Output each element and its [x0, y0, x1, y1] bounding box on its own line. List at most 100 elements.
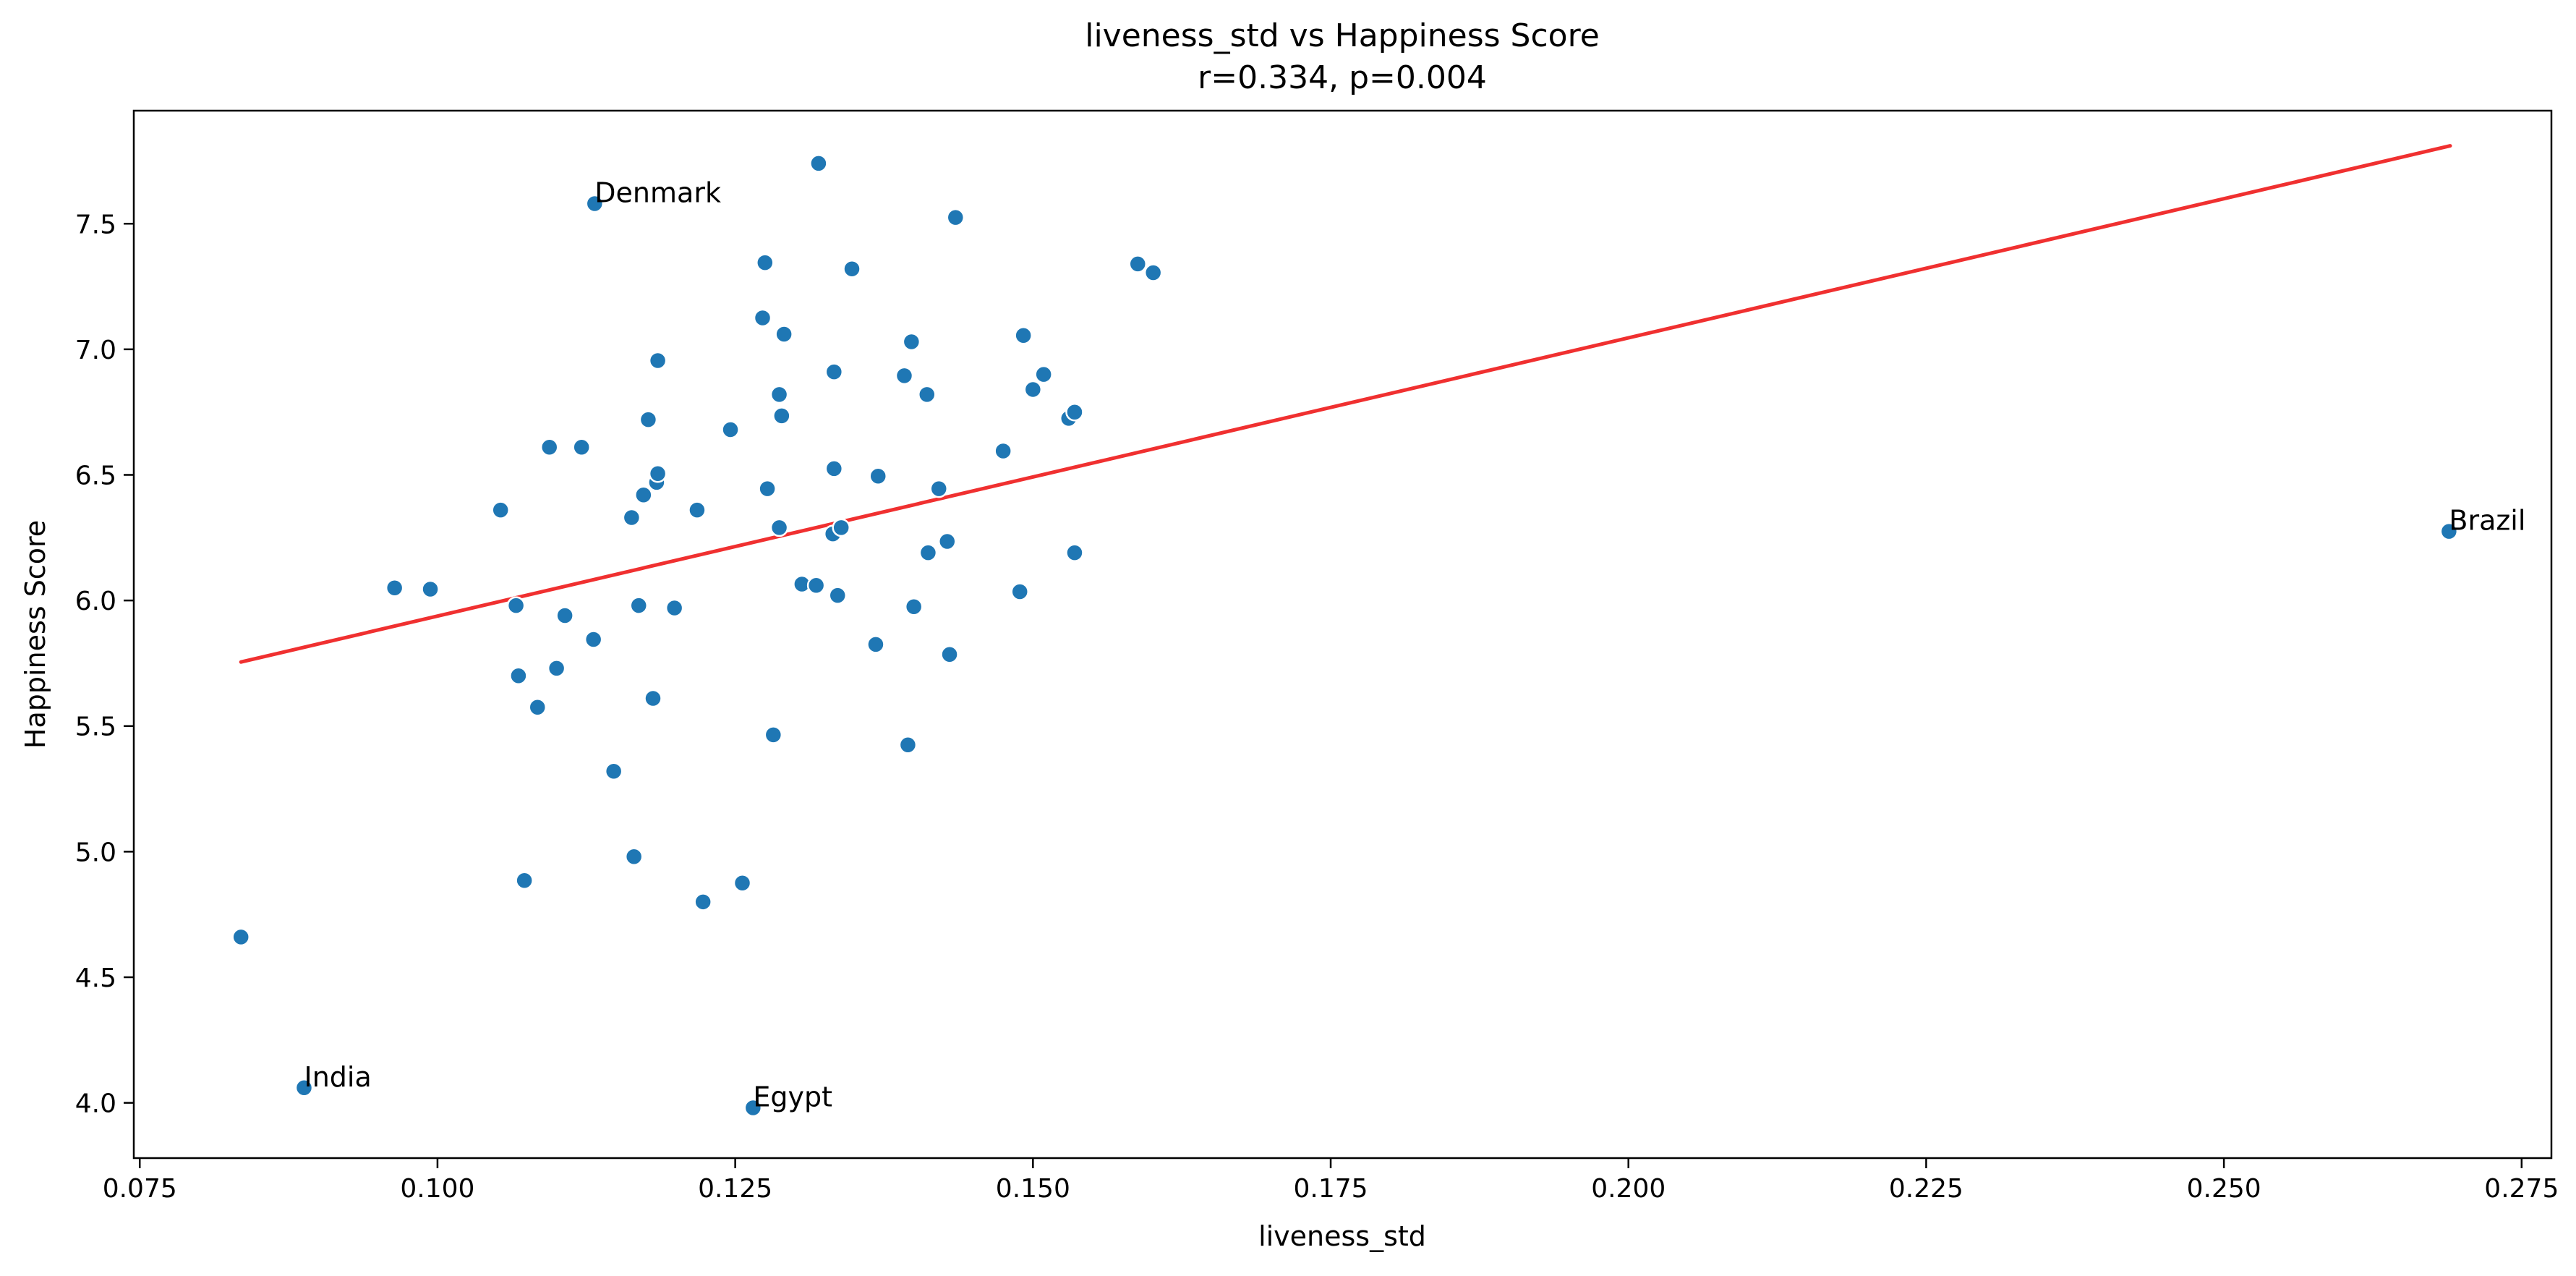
- x-tick-label: 0.250: [2187, 1174, 2261, 1204]
- data-point: [918, 543, 938, 562]
- data-point: [895, 366, 914, 386]
- data-point: [1034, 365, 1053, 384]
- data-point: [775, 325, 793, 344]
- data-point: [515, 871, 534, 890]
- chart-title: liveness_std vs Happiness Score: [1085, 17, 1600, 54]
- data-point: [1014, 326, 1033, 345]
- y-tick-label: 7.5: [75, 210, 116, 239]
- data-point: [555, 606, 574, 625]
- data-point: [294, 1079, 314, 1097]
- data-point: [491, 501, 510, 519]
- data-point: [506, 596, 526, 615]
- data-point: [733, 874, 752, 893]
- data-point: [824, 459, 844, 478]
- data-point: [644, 689, 662, 708]
- data-point: [902, 332, 921, 352]
- tick-layer: 0.075 0.100 0.125 0.150 0.175 0.200 0.225 0.250…: [75, 210, 2559, 1204]
- data-point: [421, 579, 440, 599]
- y-axis-label: Happiness Score: [20, 520, 51, 749]
- data-point: [904, 597, 924, 616]
- y-tick-label: 6.5: [75, 462, 116, 491]
- data-point: [1143, 263, 1163, 282]
- data-point: [1065, 543, 1084, 562]
- data-point: [832, 518, 850, 537]
- data-point: [629, 596, 648, 615]
- data-point: [946, 208, 965, 227]
- data-point: [756, 253, 775, 272]
- data-point: [758, 479, 777, 498]
- data-point: [1065, 402, 1084, 422]
- data-point: [809, 154, 828, 173]
- y-tick-label: 4.0: [75, 1089, 116, 1119]
- x-tick-label: 0.150: [996, 1174, 1070, 1204]
- annotation-layer: India Denmark Egypt Brazil: [304, 176, 2525, 1113]
- data-point: [539, 438, 559, 457]
- x-tick-label: 0.275: [2484, 1174, 2559, 1204]
- data-point: [772, 407, 791, 425]
- data-point: [866, 635, 885, 654]
- data-point: [764, 726, 783, 744]
- data-point: [688, 501, 707, 519]
- data-point: [572, 438, 591, 457]
- data-point: [721, 420, 740, 439]
- data-point: [1010, 582, 1029, 601]
- y-tick-label: 6.0: [75, 587, 116, 616]
- x-tick-label: 0.175: [1294, 1174, 1368, 1204]
- point-annotation: Brazil: [2449, 505, 2525, 537]
- data-point: [648, 464, 668, 483]
- data-point: [869, 467, 887, 485]
- point-annotation: Denmark: [594, 176, 721, 208]
- point-annotation: Egypt: [753, 1081, 832, 1113]
- data-point: [585, 194, 605, 213]
- data-point: [828, 586, 848, 605]
- data-point: [528, 697, 547, 717]
- trend-layer: [239, 144, 2452, 664]
- x-tick-label: 0.100: [400, 1174, 474, 1204]
- data-point: [743, 1098, 763, 1118]
- data-point: [824, 362, 844, 381]
- point-annotation: India: [304, 1061, 371, 1093]
- data-point: [547, 659, 566, 678]
- data-point: [753, 308, 772, 328]
- data-point: [622, 508, 641, 527]
- data-point: [385, 579, 404, 597]
- plot-frame: [132, 109, 2553, 1160]
- data-point: [769, 518, 789, 537]
- x-tick-label: 0.200: [1591, 1174, 1666, 1204]
- x-tick-label: 0.225: [1889, 1174, 1963, 1204]
- data-point: [918, 385, 937, 404]
- data-point: [1023, 380, 1043, 399]
- data-point: [694, 893, 712, 911]
- data-point: [994, 441, 1012, 461]
- data-point: [1128, 255, 1148, 273]
- data-point: [2439, 522, 2459, 541]
- x-tick-label: 0.125: [698, 1174, 772, 1204]
- point-layer: [231, 154, 2459, 1118]
- x-axis-label: liveness_std: [1258, 1220, 1426, 1252]
- y-tick-label: 7.0: [75, 336, 116, 365]
- chart-subtitle: r=0.334, p=0.004: [1198, 59, 1487, 96]
- data-point: [940, 645, 959, 664]
- data-point: [584, 630, 603, 649]
- data-point: [231, 927, 250, 947]
- data-point: [843, 260, 861, 278]
- y-tick-label: 5.0: [75, 838, 116, 867]
- data-point: [929, 479, 948, 498]
- data-point: [806, 576, 826, 595]
- data-point: [624, 847, 644, 867]
- data-point: [639, 410, 658, 429]
- x-tick-label: 0.075: [103, 1174, 177, 1204]
- trend-line: [239, 144, 2452, 664]
- data-point: [898, 736, 918, 754]
- data-point: [634, 485, 653, 505]
- data-point: [509, 666, 528, 686]
- data-point: [648, 351, 668, 370]
- y-tick-label: 5.5: [75, 713, 116, 742]
- data-point: [938, 532, 957, 551]
- data-point: [604, 762, 623, 781]
- data-point: [665, 598, 684, 618]
- data-point: [769, 385, 789, 404]
